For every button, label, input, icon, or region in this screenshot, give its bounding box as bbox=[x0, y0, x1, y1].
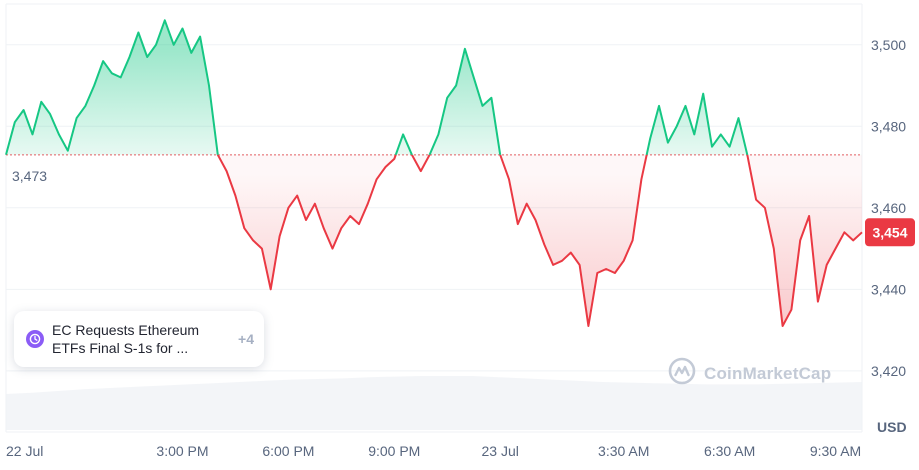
x-tick-label: 22 Jul bbox=[6, 443, 43, 459]
y-tick-label: 3,500 bbox=[871, 37, 906, 53]
y-tick-label: 3,460 bbox=[871, 200, 906, 216]
x-tick-label: 9:30 AM bbox=[810, 443, 861, 459]
x-tick-label: 3:00 PM bbox=[156, 443, 208, 459]
volume-area bbox=[6, 376, 862, 430]
volume-area-shape bbox=[6, 376, 862, 430]
x-tick-label: 9:00 PM bbox=[368, 443, 420, 459]
coinmarketcap-logo-icon bbox=[668, 357, 696, 390]
news-more-count[interactable]: +4 bbox=[238, 331, 254, 347]
area-above-baseline bbox=[6, 20, 862, 155]
baseline-label: 3,473 bbox=[12, 168, 47, 184]
area-below-baseline bbox=[217, 154, 862, 326]
x-tick-label: 23 Jul bbox=[482, 443, 519, 459]
x-tick-label: 6:30 AM bbox=[704, 443, 755, 459]
y-tick-label: 3,480 bbox=[871, 118, 906, 134]
x-tick-label: 6:00 PM bbox=[262, 443, 314, 459]
news-headline-line1: EC Requests Ethereum bbox=[52, 322, 200, 338]
watermark: CoinMarketCap bbox=[668, 357, 831, 390]
y-axis-unit-label: USD bbox=[877, 419, 907, 435]
y-tick-label: 3,440 bbox=[871, 281, 906, 297]
svg-text:3,454: 3,454 bbox=[872, 224, 907, 240]
x-axis-ticks: 22 Jul 3:00 PM 6:00 PM 9:00 PM 23 Jul 3:30 AM… bbox=[6, 443, 861, 459]
news-headline-line2: ETFs Final S-1s for ... bbox=[52, 340, 189, 356]
x-tick-label: 3:30 AM bbox=[598, 443, 649, 459]
current-price-tag: 3,454 bbox=[865, 218, 915, 247]
price-area-fills bbox=[6, 20, 862, 326]
grid-lines bbox=[6, 44, 862, 372]
news-headline: EC Requests Ethereum ETFs Final S-1s for… bbox=[52, 321, 232, 357]
news-card[interactable]: EC Requests Ethereum ETFs Final S-1s for… bbox=[14, 311, 264, 367]
watermark-text: CoinMarketCap bbox=[704, 363, 832, 383]
y-tick-label: 3,420 bbox=[871, 363, 906, 379]
y-axis-ticks: 3,420 3,440 3,460 3,480 3,500 bbox=[871, 37, 906, 379]
price-lines bbox=[5, 19, 863, 327]
clock-icon bbox=[26, 330, 44, 348]
price-line-up bbox=[5, 19, 749, 155]
